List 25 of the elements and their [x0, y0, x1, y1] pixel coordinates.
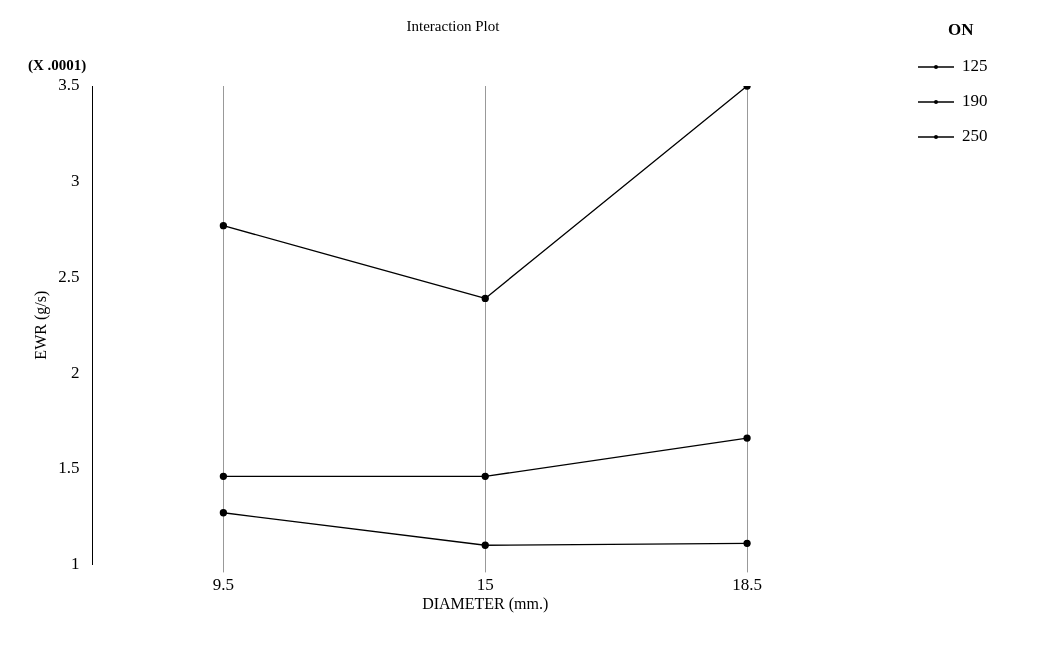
point	[743, 539, 751, 547]
y-tick-label: 2.5	[58, 266, 80, 286]
point	[219, 509, 228, 517]
legend-label: 125	[962, 56, 988, 76]
y-tick-label: 3.5	[58, 75, 80, 95]
point	[481, 294, 489, 303]
point	[219, 472, 228, 481]
x-tick-label: 18.5	[732, 575, 762, 595]
x-axis-title: DIAMETER (mm.)	[422, 594, 549, 613]
x-tick-label: 15	[476, 575, 494, 595]
point	[481, 472, 489, 481]
point	[219, 222, 228, 230]
y-tick-label: 1	[70, 553, 80, 573]
legend-title: ON	[948, 20, 975, 40]
y-axis-title: EWR (g/s)	[31, 290, 50, 360]
chart-title: Interaction Plot	[406, 17, 501, 34]
y-tick-label: 1.5	[58, 458, 80, 478]
y-tick-label: 2	[70, 362, 80, 382]
x-tick-label: 9.5	[212, 575, 234, 595]
y-tick-label: 3	[70, 171, 80, 191]
text: (X .0001)	[28, 57, 87, 75]
legend-label: 190	[962, 91, 988, 111]
point	[743, 434, 751, 442]
point	[481, 541, 489, 549]
legend-label: 250	[962, 126, 988, 146]
